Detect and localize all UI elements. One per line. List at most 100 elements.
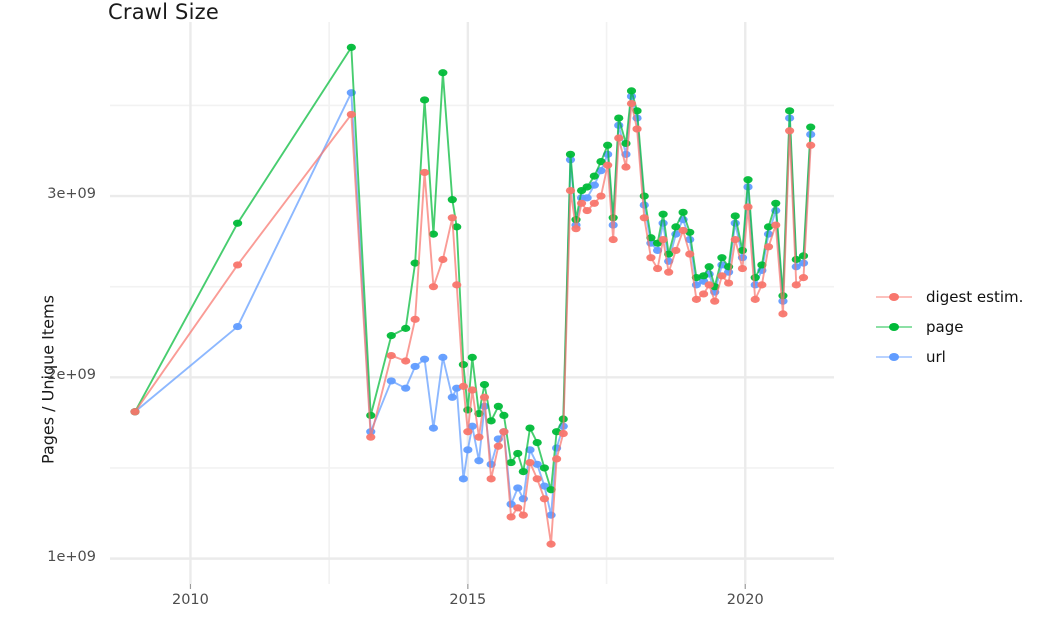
data-point xyxy=(467,353,477,361)
data-point xyxy=(750,281,760,289)
data-point xyxy=(785,127,795,135)
data-point xyxy=(691,295,702,303)
data-point xyxy=(717,272,727,280)
data-point xyxy=(565,150,576,158)
data-point xyxy=(513,504,523,512)
data-point xyxy=(546,540,556,548)
legend-label: url xyxy=(926,348,946,366)
data-point xyxy=(386,351,396,360)
data-point xyxy=(438,255,448,264)
data-point xyxy=(486,475,496,483)
data-point xyxy=(699,272,709,280)
page-title: Crawl Size xyxy=(108,0,219,24)
data-point xyxy=(717,254,727,262)
data-point xyxy=(539,464,550,472)
data-point xyxy=(646,254,656,262)
data-point xyxy=(603,141,613,149)
data-point xyxy=(499,411,509,419)
data-point xyxy=(419,168,430,177)
data-point xyxy=(499,428,509,436)
data-point xyxy=(685,250,695,258)
data-point xyxy=(233,261,243,269)
x-tick-label: 2010 xyxy=(171,592,209,608)
data-point xyxy=(763,243,774,251)
data-point xyxy=(582,183,592,191)
data-point xyxy=(771,199,781,207)
data-point xyxy=(589,181,599,189)
data-point xyxy=(546,486,556,494)
data-point xyxy=(757,281,767,289)
data-point xyxy=(438,353,448,361)
data-point xyxy=(532,460,542,468)
data-point xyxy=(582,206,592,215)
data-point xyxy=(539,495,550,503)
data-point xyxy=(743,176,753,184)
data-point xyxy=(652,264,663,273)
data-point xyxy=(401,384,411,392)
data-point xyxy=(730,235,740,244)
data-point xyxy=(743,203,753,211)
data-point xyxy=(589,199,599,207)
data-point xyxy=(463,428,473,436)
data-point xyxy=(658,210,668,218)
data-point xyxy=(639,192,649,200)
legend-item-digest-estim[interactable]: digest estim. xyxy=(876,282,1056,312)
data-point xyxy=(458,475,468,483)
data-point xyxy=(658,235,668,244)
data-point xyxy=(565,187,576,195)
data-point xyxy=(474,457,484,465)
legend-label: digest estim. xyxy=(926,288,1024,306)
data-point xyxy=(798,274,809,282)
data-point xyxy=(467,386,477,394)
data-point xyxy=(506,500,516,508)
legend-item-url[interactable]: url xyxy=(876,342,1056,372)
data-point xyxy=(447,214,457,222)
data-point xyxy=(596,157,606,166)
data-point xyxy=(558,429,568,438)
data-point xyxy=(518,511,528,519)
data-point xyxy=(608,235,618,244)
data-point xyxy=(513,484,523,492)
data-point xyxy=(737,264,748,273)
data-point xyxy=(571,225,581,233)
data-point xyxy=(806,141,816,149)
legend-key-icon xyxy=(876,318,912,336)
data-point xyxy=(479,393,490,401)
legend-key-icon xyxy=(876,348,912,366)
chart-legend: digest estim. page url xyxy=(876,282,1056,372)
data-point xyxy=(632,125,642,133)
data-point xyxy=(678,226,688,235)
data-point xyxy=(678,208,688,216)
major-gridlines xyxy=(110,22,834,584)
data-point xyxy=(447,196,457,204)
data-point xyxy=(130,408,140,416)
data-point xyxy=(474,433,484,441)
data-point xyxy=(806,123,816,131)
data-point xyxy=(539,482,550,490)
data-point xyxy=(532,475,542,483)
data-point xyxy=(346,110,356,119)
data-point xyxy=(479,380,490,389)
data-point xyxy=(458,361,468,369)
data-point xyxy=(771,221,781,229)
data-point xyxy=(791,255,801,264)
panel-background xyxy=(110,22,834,584)
data-point xyxy=(639,214,649,222)
data-point xyxy=(791,281,801,289)
x-tick-label: 2015 xyxy=(449,592,487,608)
data-point xyxy=(671,246,681,255)
data-point xyxy=(506,513,516,521)
data-point xyxy=(233,322,243,331)
y-tick-label: 2e+09 xyxy=(47,367,96,384)
data-point xyxy=(608,214,618,222)
data-point xyxy=(552,455,562,463)
data-point xyxy=(410,362,420,371)
data-point xyxy=(603,161,613,169)
data-point xyxy=(532,438,542,447)
data-point xyxy=(493,402,503,410)
data-point xyxy=(401,324,411,332)
legend-key-icon xyxy=(876,288,912,306)
legend-item-page[interactable]: page xyxy=(876,312,1056,342)
